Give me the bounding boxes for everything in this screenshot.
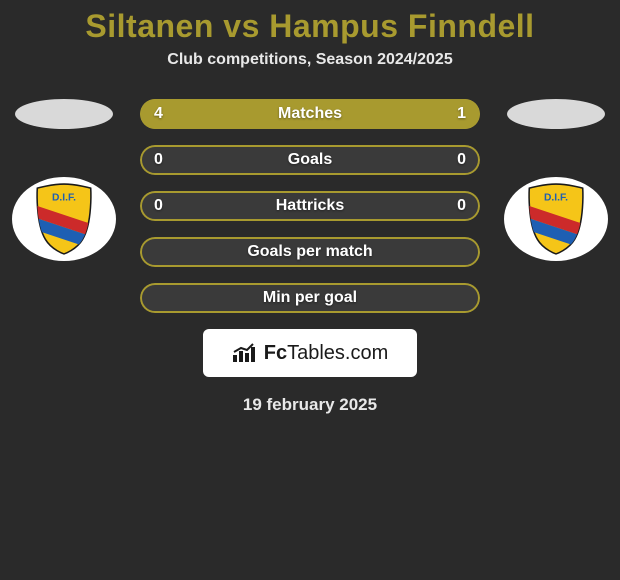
- stat-row: 00Goals: [140, 145, 480, 175]
- subtitle: Club competitions, Season 2024/2025: [0, 51, 620, 69]
- badge-letters: D.I.F.: [52, 193, 76, 204]
- stat-label: Goals: [140, 145, 480, 175]
- brand-light: Tables.com: [287, 342, 388, 364]
- shield-icon: D.I.F.: [525, 182, 587, 256]
- chart-icon: [232, 343, 258, 363]
- stat-label: Min per goal: [140, 283, 480, 313]
- player-left-badge: D.I.F.: [12, 177, 116, 261]
- brand-bold: Fc: [264, 342, 287, 364]
- footer-brand: FcTables.com: [264, 342, 389, 365]
- stat-label: Matches: [140, 99, 480, 129]
- player-right-silhouette: [507, 99, 605, 129]
- player-right-column: D.I.F.: [504, 99, 608, 261]
- footer-logo: FcTables.com: [203, 329, 417, 377]
- comparison-content: D.I.F. D.I.F. 41Matches 00Goals 00Hattrick…: [0, 99, 620, 415]
- stat-row: Min per goal: [140, 283, 480, 313]
- date-text: 19 february 2025: [0, 395, 620, 415]
- page-title: Siltanen vs Hampus Finndell: [0, 0, 620, 45]
- stat-row: 41Matches: [140, 99, 480, 129]
- player-right-badge: D.I.F.: [504, 177, 608, 261]
- badge-letters: D.I.F.: [544, 193, 568, 204]
- player-left-silhouette: [15, 99, 113, 129]
- stat-row: Goals per match: [140, 237, 480, 267]
- player-left-column: D.I.F.: [12, 99, 116, 261]
- stat-label: Hattricks: [140, 191, 480, 221]
- shield-icon: D.I.F.: [33, 182, 95, 256]
- stat-row: 00Hattricks: [140, 191, 480, 221]
- stat-label: Goals per match: [140, 237, 480, 267]
- stat-bars: 41Matches 00Goals 00Hattricks Goals per mat…: [140, 99, 480, 313]
